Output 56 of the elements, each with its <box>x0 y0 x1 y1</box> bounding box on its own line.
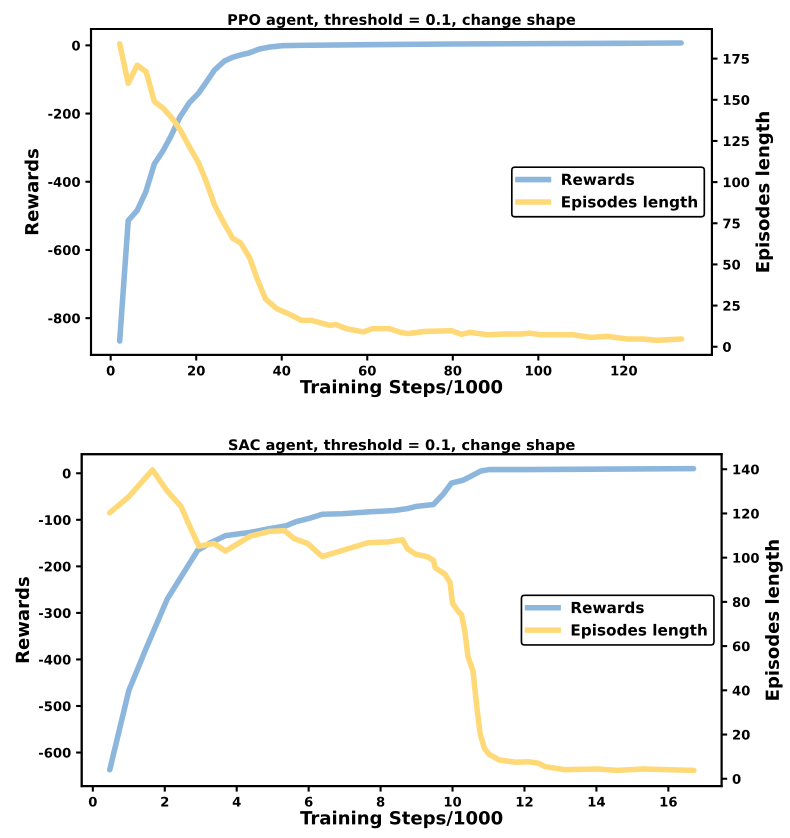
x-axis-title: Training Steps/1000 <box>300 380 502 398</box>
y2-tick-label: 80 <box>732 597 750 608</box>
y2-tick-label: 0 <box>722 342 731 352</box>
y-tick-label: -400 <box>48 176 80 187</box>
x-tick-label: 0 <box>88 796 97 807</box>
y2-tick-label: 0 <box>732 774 741 784</box>
legend-label: Rewards <box>562 173 634 186</box>
y2-axis-title: Episodes length <box>765 540 783 700</box>
y-axis-title: Rewards <box>15 577 30 662</box>
legend-label: Episodes length <box>572 624 707 639</box>
y-tick-label: -100 <box>38 515 71 526</box>
y-tick-label: -300 <box>38 608 71 618</box>
y-tick-label: -600 <box>38 748 71 758</box>
chart-title: SAC agent, threshold = 0.1, change shape <box>228 438 575 454</box>
y-tick-label: -200 <box>38 562 71 572</box>
y2-tick-label: 125 <box>724 136 749 146</box>
y2-tick-label: 75 <box>723 218 740 228</box>
y2-tick-label: 60 <box>732 641 750 652</box>
x-tick-label: 4 <box>232 796 241 806</box>
y2-tick-label: 150 <box>724 95 750 105</box>
legend-label: Rewards <box>572 601 644 614</box>
legend-label: Episodes length <box>562 196 698 211</box>
y-axis-title: Rewards <box>24 149 39 234</box>
y2-tick-label: 20 <box>733 730 750 740</box>
x-tick-label: 14 <box>588 796 605 806</box>
x-tick-label: 8 <box>376 796 384 807</box>
x-tick-label: 0 <box>106 366 115 376</box>
y2-tick-label: 100 <box>733 552 759 563</box>
x-axis-title: Training Steps/1000 <box>300 810 502 828</box>
x-tick-label: 20 <box>188 366 205 376</box>
y-tick-label: -200 <box>48 108 80 119</box>
y2-axis-title: Episodes length <box>755 112 774 272</box>
y-tick-label: -800 <box>48 313 80 324</box>
y2-tick-label: 25 <box>723 300 740 311</box>
y-tick-label: -500 <box>38 701 71 712</box>
chart-title: PPO agent, threshold = 0.1, change shape <box>228 14 576 28</box>
x-tick-label: 60 <box>358 366 376 376</box>
y2-tick-label: 175 <box>724 54 749 64</box>
y2-tick-label: 120 <box>733 508 759 519</box>
x-tick-label: 100 <box>526 366 552 376</box>
y-tick-label: 0 <box>72 40 80 51</box>
y2-tick-label: 50 <box>723 260 740 270</box>
x-tick-label: 16 <box>660 796 677 807</box>
x-tick-label: 80 <box>444 366 462 376</box>
x-tick-label: 12 <box>516 796 533 806</box>
x-tick-label: 6 <box>304 796 313 807</box>
x-tick-label: 10 <box>444 796 462 807</box>
x-tick-label: 40 <box>273 366 290 376</box>
y2-tick-label: 40 <box>732 686 750 696</box>
y2-tick-label: 140 <box>733 464 759 474</box>
y2-tick-label: 100 <box>724 177 750 188</box>
y-tick-label: 0 <box>62 468 71 478</box>
y-tick-label: -400 <box>38 654 71 665</box>
x-tick-label: 120 <box>612 366 637 376</box>
x-tick-label: 2 <box>161 796 168 806</box>
y-tick-label: -600 <box>48 245 80 256</box>
